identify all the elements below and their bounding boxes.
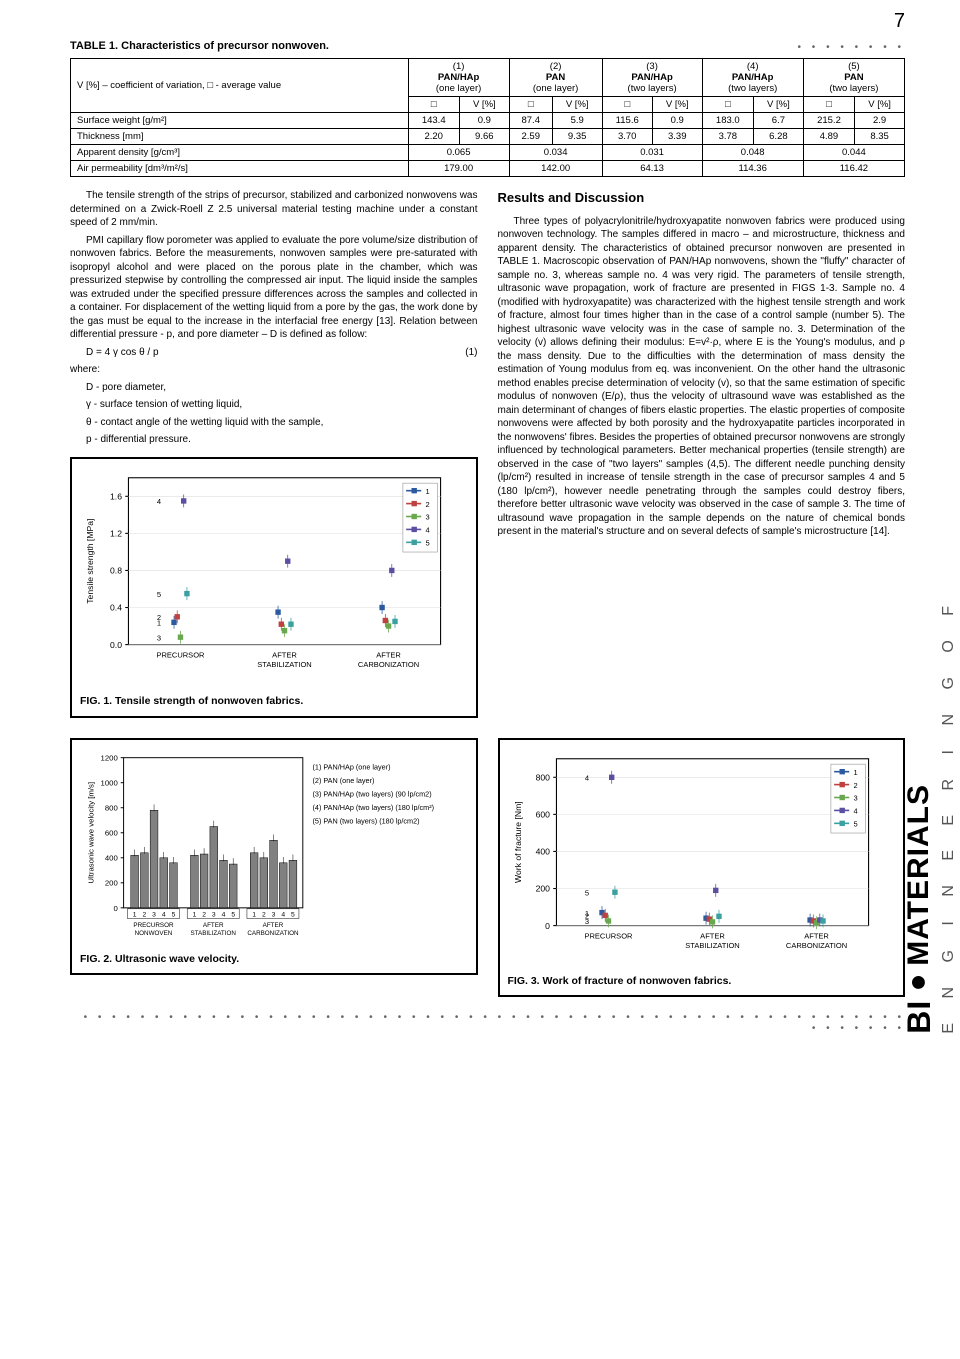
svg-text:400: 400 — [535, 847, 550, 857]
svg-text:5: 5 — [853, 820, 857, 829]
svg-text:4: 4 — [584, 774, 588, 783]
svg-text:(1) PAN/HAp (one layer): (1) PAN/HAp (one layer) — [313, 763, 391, 772]
svg-text:0.4: 0.4 — [110, 602, 122, 612]
svg-text:600: 600 — [535, 810, 550, 820]
characteristics-table: V [%] – coefficient of variation, □ - av… — [70, 58, 905, 177]
svg-text:CARBONIZATION: CARBONIZATION — [247, 930, 299, 937]
svg-text:600: 600 — [105, 829, 118, 838]
svg-text:NONWOVEN: NONWOVEN — [135, 930, 173, 937]
svg-text:5: 5 — [426, 538, 430, 547]
svg-text:800: 800 — [535, 773, 550, 783]
table-title: TABLE 1. Characteristics of precursor no… — [70, 40, 905, 52]
fig3-box: 0200400600800PRECURSORAFTERSTABILIZATION… — [498, 738, 906, 996]
svg-text:(3) PAN/HAp (two layers) (90: (3) PAN/HAp (two layers) (90 lp/cm2) — [313, 790, 432, 799]
svg-text:0: 0 — [113, 904, 117, 913]
fig3-caption: FIG. 3. Work of fracture of nonwoven fab… — [508, 975, 896, 987]
svg-text:3: 3 — [853, 794, 857, 803]
methods-p2: PMI capillary flow porometer was applied… — [70, 234, 478, 342]
svg-text:3: 3 — [426, 512, 430, 521]
svg-text:AFTER: AFTER — [804, 932, 829, 941]
svg-text:1: 1 — [193, 912, 197, 919]
svg-text:STABILIZATION: STABILIZATION — [257, 660, 311, 669]
svg-text:4: 4 — [853, 807, 857, 816]
svg-text:STABILIZATION: STABILIZATION — [190, 930, 236, 937]
svg-text:3: 3 — [272, 912, 276, 919]
svg-text:5: 5 — [172, 912, 176, 919]
svg-text:AFTER: AFTER — [203, 923, 224, 930]
page-number: 7 — [894, 10, 905, 33]
svg-text:1: 1 — [853, 768, 857, 777]
eq-number: (1) — [449, 346, 477, 360]
svg-text:4: 4 — [157, 497, 161, 506]
fig2-box: 02004006008001000120012345PRECURSORNONWO… — [70, 738, 478, 975]
svg-text:PRECURSOR: PRECURSOR — [156, 650, 205, 659]
svg-text:3: 3 — [152, 912, 156, 919]
svg-text:AFTER: AFTER — [272, 650, 297, 659]
results-body: Three types of polyacrylonitrile/hydroxy… — [498, 215, 906, 539]
fig1-box: 0.00.40.81.21.6PRECURSORAFTERSTABILIZATI… — [70, 457, 478, 719]
svg-text:1: 1 — [133, 912, 137, 919]
svg-text:(2) PAN (one layer): (2) PAN (one layer) — [313, 776, 375, 785]
svg-text:CARBONIZATION: CARBONIZATION — [785, 942, 846, 951]
svg-text:2: 2 — [853, 781, 857, 790]
top-dots: • • • • • • • • — [798, 42, 905, 53]
svg-text:4: 4 — [281, 912, 285, 919]
svg-text:2: 2 — [202, 912, 206, 919]
results-heading: Results and Discussion — [498, 189, 906, 207]
svg-text:5: 5 — [291, 912, 295, 919]
svg-text:AFTER: AFTER — [263, 923, 284, 930]
svg-text:PRECURSOR: PRECURSOR — [133, 923, 174, 930]
svg-text:0.0: 0.0 — [110, 639, 122, 649]
svg-text:AFTER: AFTER — [700, 932, 725, 941]
svg-text:4: 4 — [222, 912, 226, 919]
side-label: E N G I N E E R I N G O F — [940, 596, 958, 1034]
svg-text:5: 5 — [231, 912, 235, 919]
svg-text:Tensile strength [MPa]: Tensile strength [MPa] — [85, 518, 95, 603]
svg-text:PRECURSOR: PRECURSOR — [584, 932, 633, 941]
where-label: where: — [70, 363, 478, 377]
svg-text:1.6: 1.6 — [110, 491, 122, 501]
svg-text:1000: 1000 — [101, 779, 118, 788]
fig1-caption: FIG. 1. Tensile strength of nonwoven fab… — [80, 694, 468, 708]
svg-text:AFTER: AFTER — [376, 650, 401, 659]
journal-logo: BI●MATERIALS — [901, 784, 938, 1034]
svg-text:1200: 1200 — [101, 754, 118, 763]
svg-text:0.8: 0.8 — [110, 565, 122, 575]
svg-text:4: 4 — [162, 912, 166, 919]
svg-text:1: 1 — [252, 912, 256, 919]
svg-text:STABILIZATION: STABILIZATION — [685, 942, 739, 951]
bottom-dots: • • • • • • • • • • • • • • • • • • • • … — [70, 1012, 905, 1034]
methods-p1: The tensile strength of the strips of pr… — [70, 189, 478, 230]
equation: D = 4 γ cos θ / p — [70, 346, 159, 360]
svg-text:Ultrasonic wave velocity [m/s]: Ultrasonic wave velocity [m/s] — [87, 782, 96, 884]
svg-text:1.2: 1.2 — [110, 528, 122, 538]
svg-text:3: 3 — [157, 633, 161, 642]
svg-text:800: 800 — [105, 804, 118, 813]
left-column: The tensile strength of the strips of pr… — [70, 189, 478, 718]
svg-text:5: 5 — [157, 589, 161, 598]
svg-text:200: 200 — [105, 879, 118, 888]
svg-text:2: 2 — [142, 912, 146, 919]
svg-text:(4) PAN/HAp (two layers) (180: (4) PAN/HAp (two layers) (180 lp/cm²) — [313, 803, 435, 812]
svg-text:200: 200 — [535, 884, 550, 894]
fig2-caption: FIG. 2. Ultrasonic wave velocity. — [80, 953, 468, 965]
svg-text:5: 5 — [584, 889, 588, 898]
svg-text:Work of fracture [Nm]: Work of fracture [Nm] — [512, 802, 522, 884]
svg-text:2: 2 — [157, 613, 161, 622]
svg-text:1: 1 — [426, 486, 430, 495]
svg-text:0: 0 — [545, 921, 550, 931]
svg-text:400: 400 — [105, 854, 118, 863]
svg-text:(5) PAN (two layers) (180 lp/: (5) PAN (two layers) (180 lp/cm2) — [313, 817, 420, 826]
svg-text:3: 3 — [212, 912, 216, 919]
svg-text:4: 4 — [426, 525, 430, 534]
right-column: Results and Discussion Three types of po… — [498, 189, 906, 718]
svg-text:CARBONIZATION: CARBONIZATION — [358, 660, 419, 669]
svg-text:2: 2 — [262, 912, 266, 919]
var-label: V [%] – coefficient of variation, □ - av… — [71, 59, 409, 113]
svg-text:3: 3 — [584, 918, 588, 927]
svg-text:2: 2 — [426, 499, 430, 508]
